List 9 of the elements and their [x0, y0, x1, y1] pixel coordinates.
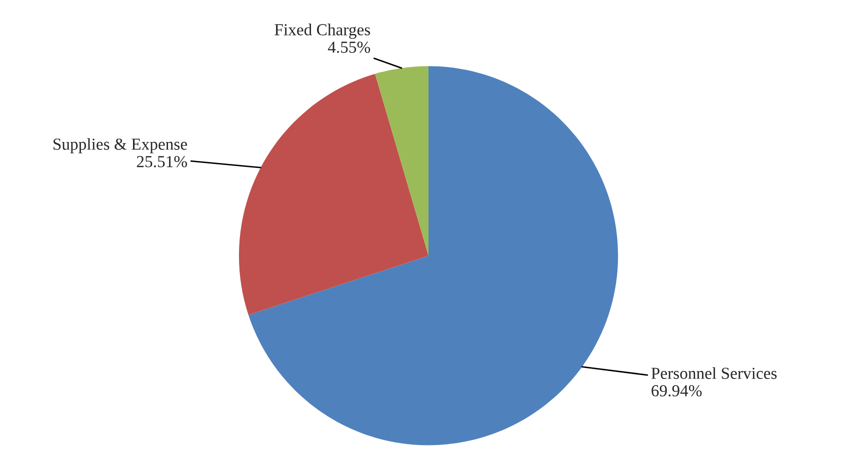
data-label: 25.51% — [136, 156, 188, 168]
pie-slice — [375, 66, 428, 256]
pie-slice — [248, 66, 618, 446]
slice-label: Personnel Services — [651, 367, 777, 379]
slice-label: Fixed Charges — [274, 24, 370, 39]
data-label: 69.94% — [652, 385, 702, 396]
data-label: 4.55% — [328, 42, 370, 53]
slice-label: Supplies & Expense — [54, 138, 188, 154]
pie-slice — [238, 74, 428, 315]
